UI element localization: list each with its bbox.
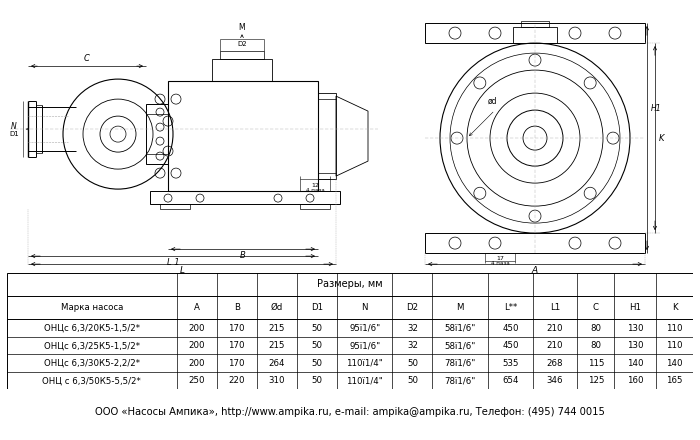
Text: 58ї1/6": 58ї1/6" (444, 341, 476, 350)
Text: ОНЦс 6,3/25К5-1,5/2*: ОНЦс 6,3/25К5-1,5/2* (44, 341, 140, 350)
Text: 140: 140 (627, 359, 643, 368)
Text: Размеры, мм: Размеры, мм (317, 279, 383, 290)
Text: D2: D2 (237, 41, 247, 47)
Text: 170: 170 (228, 341, 245, 350)
Text: Ød: Ød (271, 303, 283, 312)
Text: 110ї1/4": 110ї1/4" (346, 359, 383, 368)
Text: 115: 115 (587, 359, 604, 368)
Text: 78ї1/6": 78ї1/6" (444, 376, 476, 385)
Bar (521, 21, 549, 27)
Text: 130: 130 (627, 341, 643, 350)
Text: 50: 50 (312, 341, 323, 350)
Bar (160, 204, 190, 209)
Text: ООО «Насосы Ампика», http://www.ampika.ru, e-mail: ampika@ampika.ru, Телефон: (4: ООО «Насосы Ампика», http://www.ampika.r… (95, 407, 605, 417)
Text: 200: 200 (188, 324, 205, 333)
Text: 268: 268 (547, 359, 564, 368)
Text: 170: 170 (228, 359, 245, 368)
Text: 17: 17 (496, 256, 504, 261)
Text: 215: 215 (269, 341, 285, 350)
Text: 32: 32 (407, 324, 418, 333)
Text: ОНЦс 6,3/30К5-2,2/2*: ОНЦс 6,3/30К5-2,2/2* (44, 359, 140, 368)
Bar (300, 204, 330, 209)
Text: 58ї1/6": 58ї1/6" (444, 324, 476, 333)
Text: D1: D1 (9, 131, 19, 137)
Text: L**: L** (504, 303, 517, 312)
Text: A: A (532, 266, 538, 275)
Text: 4 паза: 4 паза (306, 188, 324, 193)
Text: L1: L1 (550, 303, 560, 312)
Text: A: A (194, 303, 199, 312)
Text: 200: 200 (188, 341, 205, 350)
Bar (513, 27, 557, 43)
Text: 310: 310 (269, 376, 285, 385)
Text: 32: 32 (407, 341, 418, 350)
Text: 110ї1/4": 110ї1/4" (346, 376, 383, 385)
Text: 450: 450 (502, 324, 519, 333)
Text: ød: ød (487, 97, 497, 106)
Text: D1: D1 (311, 303, 323, 312)
Text: B: B (234, 303, 239, 312)
Text: 170: 170 (228, 324, 245, 333)
Text: 80: 80 (590, 324, 601, 333)
Text: D2: D2 (407, 303, 419, 312)
Text: 12: 12 (311, 183, 319, 188)
Text: 165: 165 (666, 376, 682, 385)
Text: 215: 215 (269, 324, 285, 333)
Text: M: M (239, 23, 245, 32)
Text: H1: H1 (651, 103, 661, 113)
Text: 110: 110 (666, 324, 682, 333)
Text: ОНЦс 6,3/20К5-1,5/2*: ОНЦс 6,3/20К5-1,5/2* (44, 324, 140, 333)
Text: 160: 160 (627, 376, 643, 385)
Text: K: K (659, 134, 664, 143)
Text: C: C (593, 303, 599, 312)
Text: 50: 50 (312, 324, 323, 333)
Text: 210: 210 (547, 341, 564, 350)
Text: K: K (672, 303, 678, 312)
Bar (212, 59, 272, 81)
Text: 264: 264 (269, 359, 285, 368)
Text: 210: 210 (547, 324, 564, 333)
Text: 130: 130 (627, 324, 643, 333)
Text: 4 паза: 4 паза (491, 261, 510, 266)
Text: 220: 220 (228, 376, 245, 385)
Text: 125: 125 (587, 376, 604, 385)
Text: B: B (240, 251, 246, 260)
Text: 346: 346 (547, 376, 564, 385)
Bar (425, 23, 645, 43)
Text: 80: 80 (590, 341, 601, 350)
Bar (168, 81, 318, 191)
Text: 250: 250 (188, 376, 205, 385)
Text: 140: 140 (666, 359, 682, 368)
Text: 654: 654 (502, 376, 519, 385)
Bar (318, 93, 336, 179)
Text: 95ї1/6": 95ї1/6" (349, 324, 380, 333)
Text: 50: 50 (407, 376, 418, 385)
Bar (220, 51, 264, 59)
Text: N: N (11, 121, 17, 131)
Text: Марка насоса: Марка насоса (61, 303, 123, 312)
Bar (425, 233, 645, 253)
Text: L: L (179, 266, 185, 275)
Text: 95ї1/6": 95ї1/6" (349, 341, 380, 350)
Text: ОНЦ с 6,3/50К5-5,5/2*: ОНЦ с 6,3/50К5-5,5/2* (43, 376, 141, 385)
Text: L 1: L 1 (167, 258, 179, 267)
Bar (146, 104, 168, 164)
Text: 50: 50 (312, 359, 323, 368)
Text: 450: 450 (502, 341, 519, 350)
Text: 50: 50 (312, 376, 323, 385)
Text: H1: H1 (629, 303, 641, 312)
Text: 200: 200 (188, 359, 205, 368)
Text: M: M (456, 303, 464, 312)
Text: C: C (84, 54, 90, 63)
Text: 110: 110 (666, 341, 682, 350)
Bar (150, 191, 340, 204)
Text: 50: 50 (407, 359, 418, 368)
Text: 535: 535 (502, 359, 519, 368)
Text: 78ї1/6": 78ї1/6" (444, 359, 476, 368)
Text: N: N (361, 303, 368, 312)
